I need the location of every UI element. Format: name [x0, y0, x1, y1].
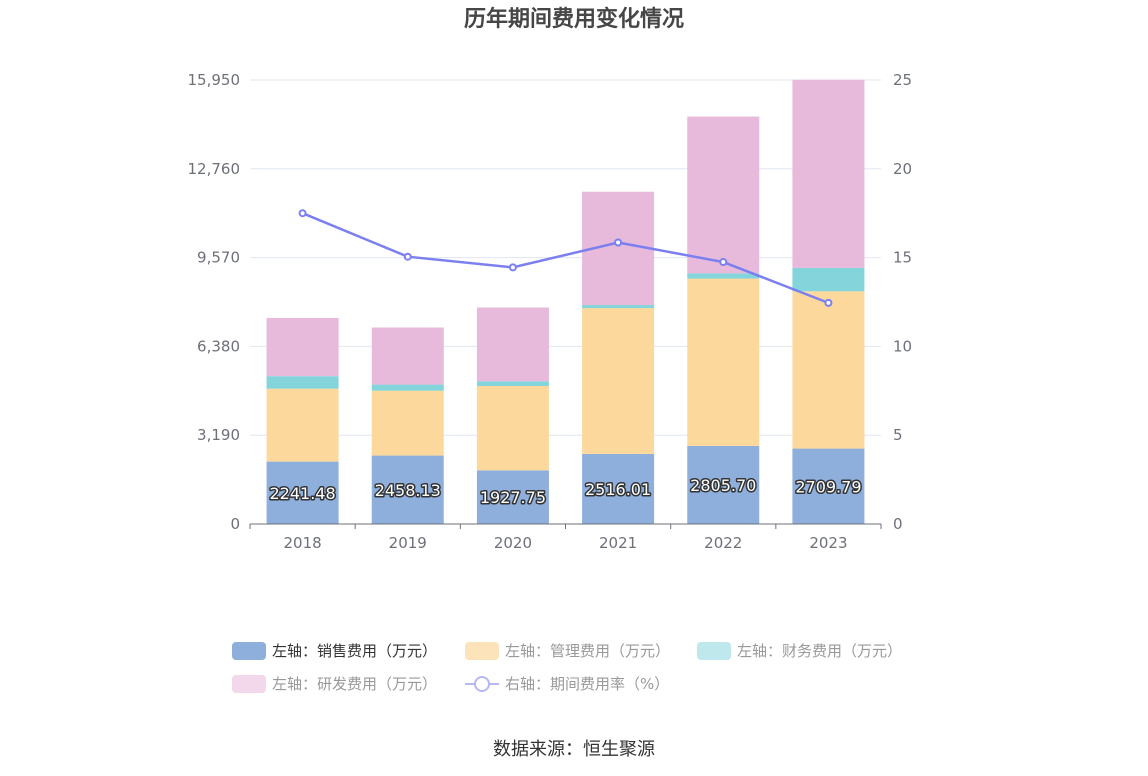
legend-item[interactable]: 左轴：财务费用（万元）: [697, 642, 902, 660]
bar-2018: [266, 317, 339, 377]
bar-2020: [476, 470, 549, 524]
x-tick-label: 2019: [389, 534, 427, 552]
left-axis: 0 3,190 6,380 9,570 12,760 15,950: [188, 71, 241, 533]
bar-2019: [371, 455, 444, 524]
rate-point: [719, 258, 728, 267]
bar-2020: [476, 385, 549, 471]
bar-2023: [792, 79, 865, 268]
chart-title: 历年期间费用变化情况: [464, 6, 684, 32]
legend-label: 左轴：管理费用（万元）: [505, 642, 670, 660]
right-axis: 0 5 10 15 20 25: [893, 71, 912, 533]
right-tick-label: 0: [893, 515, 903, 533]
legend-swatch: [697, 642, 731, 660]
bar-labels: 2241.48 2458.13 1927.75 2516.01 2805.70 2709.…: [268, 474, 863, 508]
x-axis: 2018 2019 2020 2021 2022 2023: [249, 523, 882, 552]
bar-2020: [476, 307, 549, 382]
bar-value-label: 2458.13: [375, 481, 441, 500]
left-tick-label: 0: [230, 515, 240, 533]
x-tick-label: 2018: [283, 534, 321, 552]
rate-point: [403, 252, 412, 261]
right-tick-label: 10: [893, 337, 912, 355]
source-note: 数据来源：恒生聚源: [493, 739, 655, 760]
rate-line: [302, 212, 829, 305]
bar-value-label: 1927.75: [480, 488, 546, 507]
legend-item[interactable]: 右轴：期间费用率（%）: [465, 675, 669, 693]
bar-2022: [687, 273, 760, 279]
rate-point: [508, 263, 517, 272]
bar-value-label: 2241.48: [269, 484, 335, 503]
left-tick-label: 3,190: [197, 426, 240, 444]
rate-point: [298, 209, 307, 218]
grid-lines: [250, 79, 881, 436]
legend-label: 左轴：研发费用（万元）: [272, 675, 437, 693]
bar-2018: [266, 376, 339, 389]
bar-series: [266, 79, 865, 524]
right-tick-label: 25: [893, 71, 912, 89]
legend-label: 右轴：期间费用率（%）: [505, 675, 669, 693]
bar-2022: [687, 116, 760, 274]
legend-swatch: [474, 676, 490, 692]
legend[interactable]: 左轴：销售费用（万元） 左轴：管理费用（万元） 左轴：财务费用（万元） 左轴：研发费用…: [232, 642, 902, 693]
x-tick-label: 2021: [599, 534, 637, 552]
right-tick-label: 5: [893, 426, 903, 444]
legend-item[interactable]: 左轴：管理费用（万元）: [465, 642, 670, 660]
right-tick-label: 15: [893, 249, 912, 267]
bar-2018: [266, 461, 339, 524]
legend-swatch: [232, 675, 266, 693]
x-tick-label: 2020: [494, 534, 532, 552]
bar-value-label: 2516.01: [585, 480, 651, 499]
bar-2022: [687, 445, 760, 524]
bar-2019: [371, 327, 444, 385]
bar-2019: [371, 384, 444, 391]
bar-2021: [582, 453, 655, 524]
x-tick-label: 2023: [809, 534, 847, 552]
legend-item[interactable]: 左轴：销售费用（万元）: [232, 642, 437, 660]
legend-swatch: [465, 642, 499, 660]
rate-point: [824, 298, 833, 307]
left-tick-label: 9,570: [197, 249, 240, 267]
bar-2019: [371, 390, 444, 456]
bar-2022: [687, 278, 760, 446]
line-series: [298, 209, 833, 307]
bar-2021: [582, 305, 655, 309]
legend-label: 左轴：财务费用（万元）: [737, 642, 902, 660]
rate-point: [614, 238, 623, 247]
bar-2023: [792, 267, 865, 292]
legend-swatch: [232, 642, 266, 660]
right-tick-label: 20: [893, 160, 912, 178]
bar-value-label: 2709.79: [795, 477, 861, 496]
left-tick-label: 15,950: [188, 71, 241, 89]
bar-2020: [476, 381, 549, 386]
bar-2023: [792, 448, 865, 524]
legend-label: 左轴：销售费用（万元）: [272, 642, 437, 660]
legend-item[interactable]: 左轴：研发费用（万元）: [232, 675, 437, 693]
x-tick-label: 2022: [704, 534, 742, 552]
bar-value-label: 2805.70: [690, 476, 756, 495]
left-tick-label: 12,760: [188, 160, 241, 178]
bar-2018: [266, 388, 339, 462]
left-tick-label: 6,380: [197, 337, 240, 355]
bar-2021: [582, 308, 655, 454]
bar-2023: [792, 291, 865, 449]
